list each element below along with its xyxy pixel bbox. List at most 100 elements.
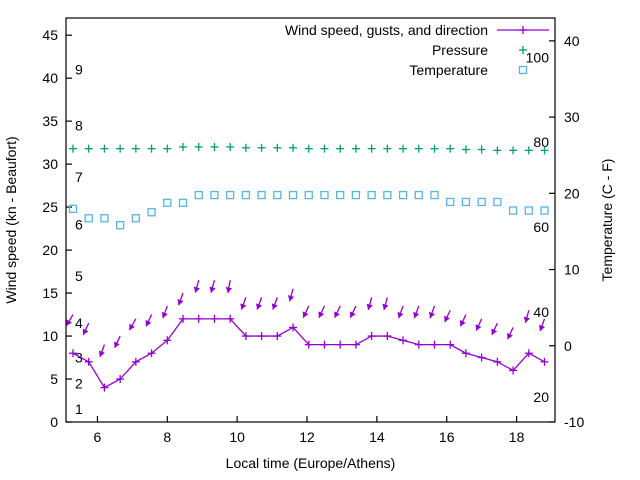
pressure-point <box>147 144 156 153</box>
wind-direction-arrow <box>240 297 247 310</box>
y2-tick-label: 40 <box>564 33 580 49</box>
temperature-point <box>257 190 266 200</box>
temperature-point <box>304 190 313 200</box>
pressure-point <box>351 144 360 153</box>
pressure-point <box>179 142 188 151</box>
x-tick-label: 14 <box>369 429 385 445</box>
y-tick-label: 25 <box>42 199 58 215</box>
wind-speed-point <box>210 314 219 323</box>
pressure-point <box>84 144 93 153</box>
beaufort-label-1: 1 <box>75 401 83 417</box>
wind-direction-arrow <box>507 327 514 340</box>
pressure-point <box>383 144 392 153</box>
temperature-point <box>320 190 329 200</box>
wind-direction-arrow <box>538 318 546 332</box>
fahrenheit-label-100: 100 <box>526 50 550 66</box>
wind-direction-arrow <box>225 280 233 294</box>
wind-speed-point <box>147 349 156 358</box>
temperature-point <box>226 190 235 200</box>
wind-speed-point <box>226 314 235 323</box>
fahrenheit-label-20: 20 <box>533 389 549 405</box>
wind-speed-point <box>430 340 439 349</box>
pressure-point <box>257 143 266 152</box>
wind-direction-arrow <box>334 305 341 319</box>
wind-direction-arrow <box>349 305 357 319</box>
wind-direction-arrow <box>459 314 467 327</box>
pressure-point <box>226 142 235 151</box>
temperature-point <box>477 197 486 207</box>
wind-direction-arrow <box>256 297 263 310</box>
wind-speed-point <box>194 314 203 323</box>
wind-speed-point <box>257 332 266 341</box>
wind-direction-arrow <box>475 318 483 331</box>
wind-speed-point <box>540 357 549 366</box>
pressure-point <box>100 144 109 153</box>
legend-label-1: Pressure <box>432 42 488 58</box>
wind-speed-point <box>383 332 392 341</box>
wind-speed-point <box>289 323 298 332</box>
pressure-point <box>289 143 298 152</box>
y-tick-label: 15 <box>42 285 58 301</box>
wind-direction-arrow <box>382 297 389 311</box>
pressure-point <box>524 146 533 155</box>
wind-direction-arrow <box>428 305 436 319</box>
pressure-point <box>493 146 502 155</box>
x-axis-title: Local time (Europe/Athens) <box>226 455 396 471</box>
beaufort-label-7: 7 <box>75 169 83 185</box>
wind-direction-arrow <box>302 305 310 319</box>
temperature-point <box>288 190 298 200</box>
legend-label-2: Temperature <box>409 62 488 78</box>
temperature-point <box>414 190 423 200</box>
wind-direction-arrow <box>318 305 326 319</box>
fahrenheit-label-80: 80 <box>533 134 549 150</box>
y-tick-label: 45 <box>42 27 58 43</box>
wind-direction-arrow <box>145 314 153 327</box>
legend-sample-marker <box>518 65 528 75</box>
temperature-point <box>461 197 471 207</box>
wind-speed-point <box>116 375 125 384</box>
temperature-point <box>367 190 376 200</box>
legend-sample-marker <box>519 46 527 54</box>
pressure-point <box>116 144 125 153</box>
pressure-point <box>540 146 549 155</box>
wind-direction-arrow <box>82 322 90 336</box>
wind-direction-arrow <box>114 335 121 349</box>
wind-speed-point <box>509 366 518 375</box>
pressure-point <box>461 145 470 154</box>
wind-speed-point <box>414 340 423 349</box>
wind-direction-arrow <box>271 297 278 310</box>
temperature-point <box>100 214 109 223</box>
legend-label-0: Wind speed, gusts, and direction <box>285 22 488 38</box>
pressure-point <box>446 144 455 153</box>
temperature-point <box>540 206 549 215</box>
wind-speed-line <box>72 318 545 389</box>
pressure-point <box>336 144 345 153</box>
beaufort-label-9: 9 <box>75 62 83 78</box>
wind-speed-point <box>131 357 140 366</box>
y2-axis-title: Temperature (C - F) <box>599 159 615 282</box>
pressure-point <box>477 145 486 154</box>
wind-direction-arrow <box>128 318 137 331</box>
x-tick-label: 6 <box>94 429 102 445</box>
wind-speed-point <box>493 357 502 366</box>
pressure-point <box>367 144 376 153</box>
temperature-point <box>273 190 282 200</box>
temperature-point <box>115 221 125 230</box>
temperature-point <box>508 206 518 215</box>
pressure-point <box>163 144 172 153</box>
y-tick-label: 20 <box>42 242 58 258</box>
y-tick-label: 0 <box>50 414 58 430</box>
temperature-point <box>398 190 408 200</box>
y2-tick-label: 20 <box>564 185 580 201</box>
pressure-point <box>414 144 423 153</box>
y-tick-label: 35 <box>42 113 58 129</box>
beaufort-label-6: 6 <box>75 216 83 232</box>
temperature-point <box>84 214 93 223</box>
wind-speed-point <box>446 340 455 349</box>
wind-speed-point <box>336 340 345 349</box>
temperature-point <box>446 197 455 207</box>
pressure-point <box>273 143 282 152</box>
y2-tick-label: 30 <box>564 109 580 125</box>
wind-direction-arrow <box>413 305 420 319</box>
